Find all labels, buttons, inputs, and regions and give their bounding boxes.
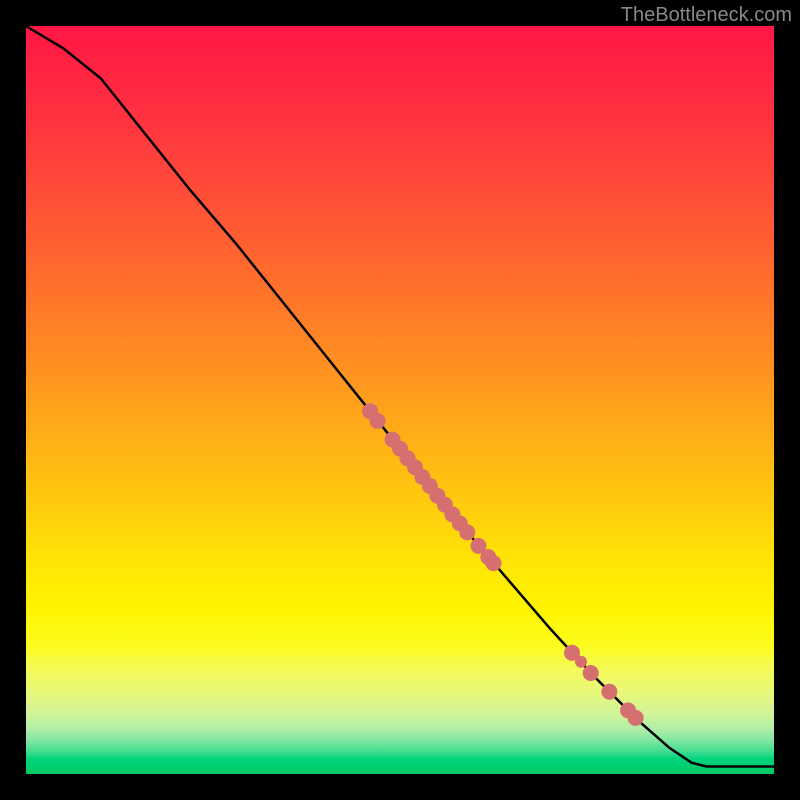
data-markers-group bbox=[362, 403, 643, 726]
curve-overlay bbox=[26, 26, 774, 774]
watermark-text: TheBottleneck.com bbox=[621, 4, 792, 27]
data-marker-small bbox=[575, 656, 587, 668]
data-marker bbox=[583, 665, 599, 681]
data-marker bbox=[486, 555, 502, 571]
plot-area bbox=[26, 26, 774, 774]
data-marker bbox=[628, 710, 644, 726]
data-marker bbox=[370, 413, 386, 429]
data-marker bbox=[601, 684, 617, 700]
data-marker bbox=[459, 524, 475, 540]
curve-line bbox=[26, 26, 774, 767]
